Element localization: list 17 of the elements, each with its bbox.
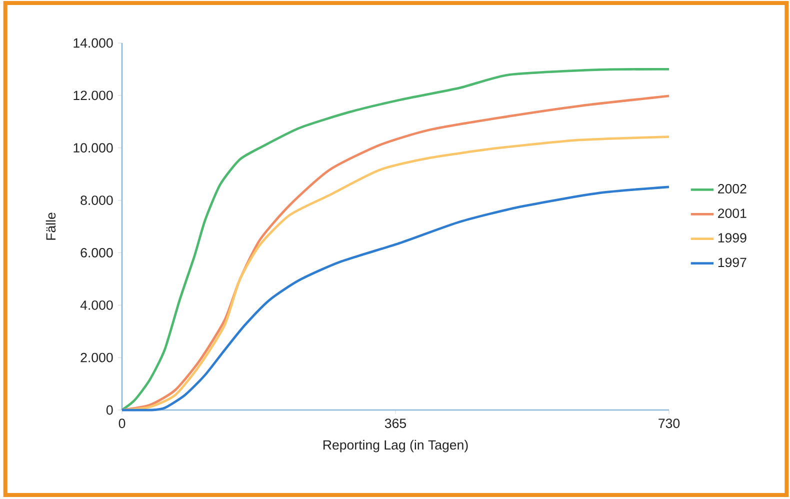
legend-label: 2002: [718, 184, 746, 194]
y-tick-label: 0: [106, 405, 113, 415]
y-tick-label: 8.000: [80, 196, 113, 205]
x-tick-label: 365: [384, 418, 406, 428]
legend-label: 2001: [718, 208, 746, 218]
y-tick-label: 12.000: [74, 90, 113, 100]
x-tick-label: 0: [118, 418, 126, 428]
x-axis-title: Reporting Lag (in Tagen): [323, 440, 468, 452]
y-tick-label: 14.000: [74, 38, 113, 48]
y-tick-label: 6.000: [80, 248, 113, 258]
x-tick-label: 730: [658, 418, 680, 428]
y-tick-label: 10.000: [74, 143, 113, 153]
y-axis-title: Fälle: [46, 212, 56, 240]
legend-label: 1997: [718, 258, 746, 268]
legend-label: 1999: [718, 233, 746, 243]
y-tick-label: 4.000: [80, 300, 113, 310]
y-tick-label: 2.000: [80, 352, 113, 362]
